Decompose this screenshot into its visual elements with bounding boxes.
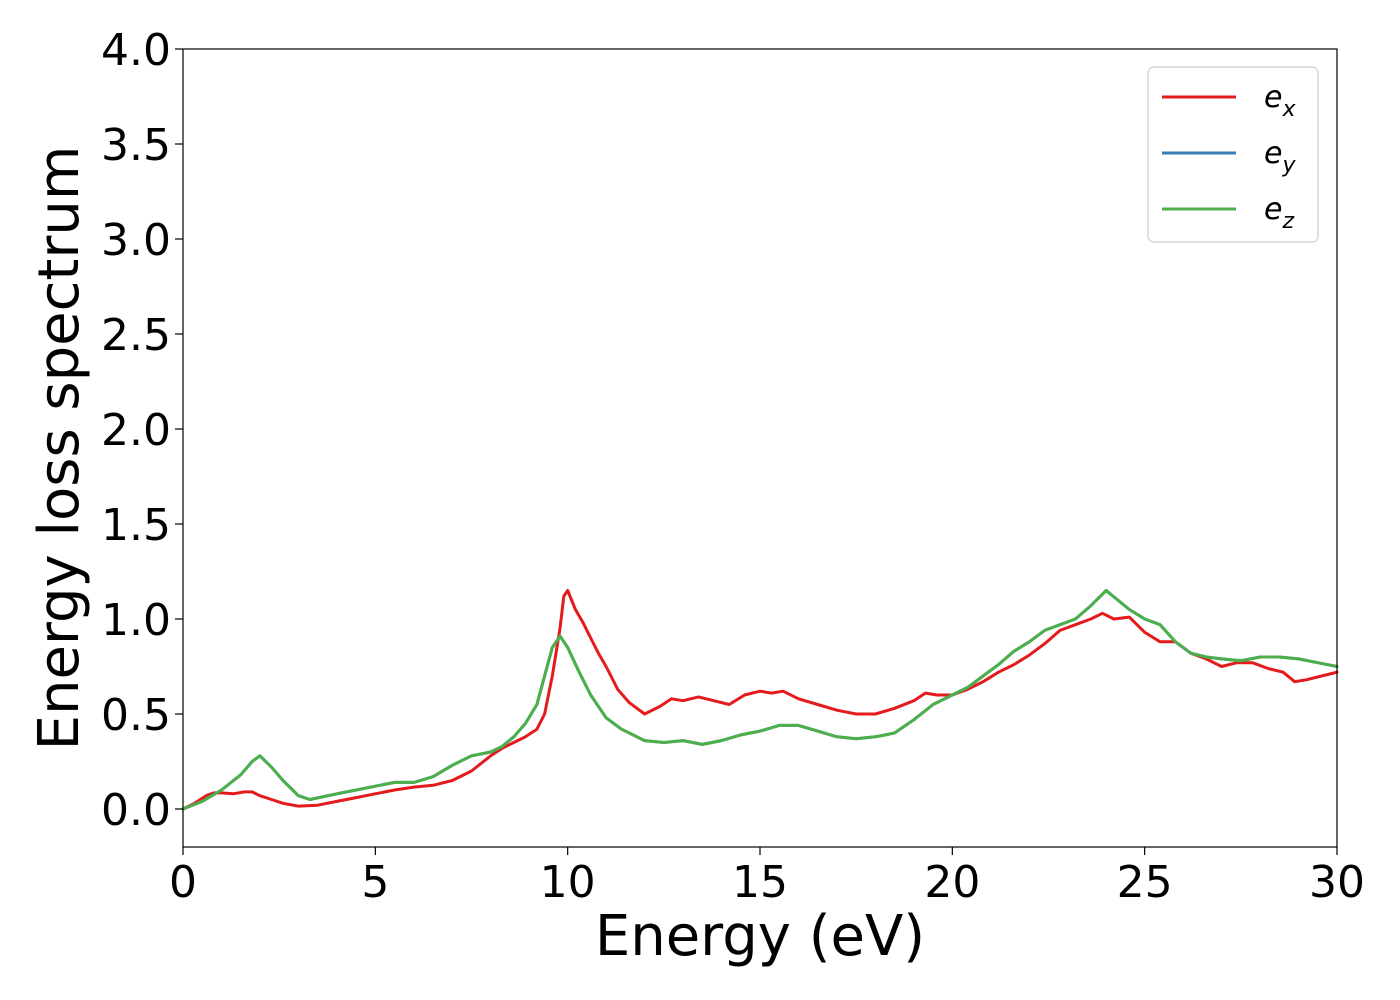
x-tick-label: 0 [169,857,197,908]
y-tick-label: 0.5 [101,690,171,741]
y-tick-label: 3.5 [101,120,171,171]
y-tick-label: 1.0 [101,595,171,646]
legend-label-x: ex [1264,80,1296,122]
legend-label-subscript: z [1281,209,1294,234]
y-tick-label: 2.5 [101,310,171,361]
y-tick-label: 2.0 [101,405,171,456]
series-layer [181,589,1339,811]
x-tick-label: 30 [1309,857,1365,908]
x-axis-label: Energy (eV) [595,904,925,969]
x-tick-label: 10 [540,857,596,908]
series-line-z [181,589,1339,811]
x-tick-label: 25 [1117,857,1173,908]
y-axis-ticks: 0.0 0.5 1.0 1.5 2.0 2.5 3.0 3.5 4.0 [101,25,183,836]
legend-label-base: e [1264,192,1282,227]
x-tick-label: 5 [361,857,389,908]
x-tick-label: 20 [924,857,980,908]
legend-label-y: ey [1264,136,1296,178]
x-tick-label: 15 [732,857,788,908]
legend-label-subscript: x [1281,97,1296,122]
legend-label-base: e [1264,80,1282,115]
series-line-x [181,589,1339,811]
y-tick-label: 1.5 [101,500,171,551]
series-line-y [181,589,1339,811]
legend-label-z: ez [1264,192,1294,234]
y-axis-label: Energy loss spectrum [27,146,92,751]
y-tick-label: 3.0 [101,215,171,266]
x-axis-ticks: 0 5 10 15 20 25 30 [169,847,1365,908]
legend-label-subscript: y [1281,153,1296,178]
y-tick-label: 0.0 [101,785,171,836]
y-tick-label: 4.0 [101,25,171,76]
legend-label-base: e [1264,136,1282,171]
